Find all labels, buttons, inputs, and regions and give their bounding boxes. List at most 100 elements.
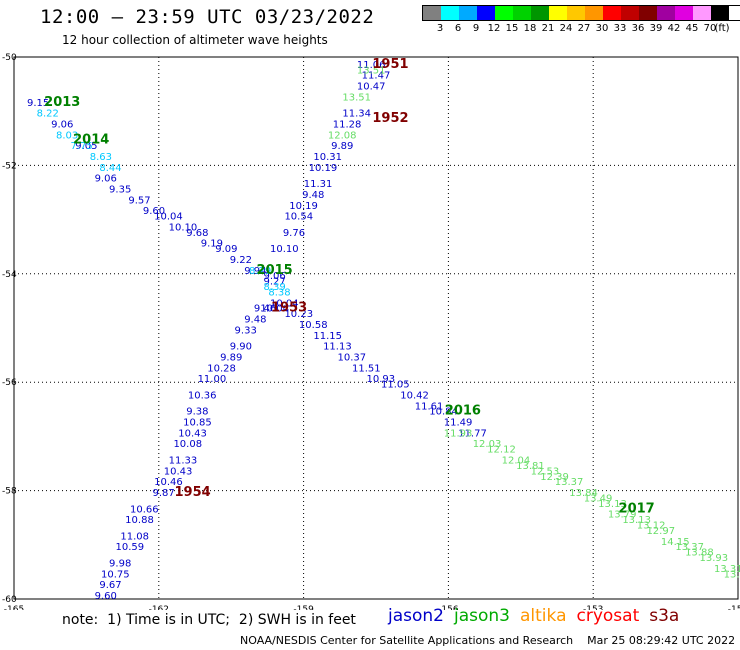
data-point-jason2: 10.43 <box>178 428 207 439</box>
time-label: 2013 <box>44 95 80 110</box>
data-point-jason2: 11.06 <box>357 60 386 71</box>
legend-swatch <box>549 6 567 20</box>
time-label: 1951 <box>372 57 408 72</box>
legend-swatch <box>675 6 693 20</box>
data-point-jason3: 13.84 <box>569 488 598 499</box>
x-tick-label: -156 <box>438 605 459 610</box>
data-point-altika-cyan: 8.44 <box>99 163 121 174</box>
data-point-jason3: 13.31 <box>714 564 740 575</box>
legend-labels: 3 6 9 12 15 18 21 24 27 30 33 36 39 42 45 70 (ft) <box>422 21 740 35</box>
legend-swatch <box>531 6 549 20</box>
data-point-jason2: 10.47 <box>357 82 386 93</box>
time-label: 2014 <box>73 133 109 148</box>
satellite-label-jason2: jason2 <box>388 606 444 626</box>
data-point-jason2: 10.42 <box>400 390 429 401</box>
data-point-jason2: 11.61 <box>415 401 444 412</box>
legend-swatches <box>422 5 740 21</box>
data-point-jason2: 10.37 <box>338 353 367 364</box>
data-point-jason2: 9.94 <box>244 266 266 277</box>
data-point-jason2: 9.90 <box>230 342 252 353</box>
data-point-jason3: 13.13 <box>598 499 627 510</box>
legend-swatch <box>441 6 459 20</box>
y-tick-label: -56 <box>2 378 17 388</box>
legend-swatch <box>621 6 639 20</box>
data-point-jason3: 12.04 <box>502 456 531 467</box>
data-point-jason2: 10.10 <box>270 244 299 255</box>
data-point-jason3: 13.49 <box>584 493 613 504</box>
satellite-label-cryosat: cryosat <box>576 606 640 626</box>
data-point-jason2: 9.48 <box>302 190 324 201</box>
legend-label: 3 <box>436 23 444 34</box>
data-point-jason2: 10.04 <box>154 212 183 223</box>
data-point-jason2: 10.04 <box>270 298 299 309</box>
legend-label: 15 <box>505 23 519 34</box>
data-point-altika-cyan: 7.75 <box>70 141 92 152</box>
time-label: 2017 <box>619 501 655 516</box>
data-point-jason2: 9.06 <box>264 271 286 282</box>
legend-swatch <box>459 6 477 20</box>
y-tick-label: -58 <box>2 487 17 497</box>
data-point-jason2: 10.58 <box>299 320 328 331</box>
data-point-jason2: 10.46 <box>154 477 183 488</box>
legend-swatch <box>639 6 657 20</box>
data-point-jason2: 9.87 <box>152 488 174 499</box>
data-point-jason3: 13.51 <box>342 92 371 103</box>
data-point-jason2: 9.06 <box>51 119 73 130</box>
legend-swatch <box>513 6 531 20</box>
legend-label: 24 <box>559 23 573 34</box>
plot-frame <box>13 56 739 600</box>
data-point-jason2: 9.57 <box>128 195 150 206</box>
data-point-jason2: 9.06 <box>95 174 117 185</box>
data-point-altika-cyan: 8.39 <box>264 282 286 293</box>
page-title: 12:00 – 23:59 UTC 03/23/2022 <box>40 6 375 28</box>
data-point-jason2: 9.68 <box>186 228 208 239</box>
data-point-jason2: 11.28 <box>333 119 362 130</box>
data-point-jason3: 13.12 <box>637 521 666 532</box>
data-point-jason2: 11.47 <box>362 71 391 82</box>
legend-label: 33 <box>613 23 627 34</box>
data-point-jason2: 10.59 <box>116 542 145 553</box>
data-point-jason2: 9.19 <box>201 239 223 250</box>
data-point-jason2: 10.54 <box>284 212 313 223</box>
data-point-jason2: 10.88 <box>125 515 154 526</box>
data-point-jason2: 10.36 <box>188 390 217 401</box>
data-point-altika-cyan: 8.38 <box>268 287 290 298</box>
data-point-jason2: 11.05 <box>381 380 410 391</box>
data-point-jason2: 11.00 <box>198 374 227 385</box>
data-point-jason2: 11.77 <box>458 428 487 439</box>
data-point-jason2: 10.85 <box>183 418 212 429</box>
wave-height-chart: -165 -162 -159 -156 -153 -150 -50 -52 -54 -56 -58 -… <box>2 53 740 610</box>
data-point-jason3: 12.53 <box>531 466 560 477</box>
data-point-jason2: 9.67 <box>99 580 121 591</box>
time-label: 1953 <box>271 301 307 316</box>
data-point-jason2: 11.31 <box>304 179 333 190</box>
data-point-jason2: 11.08 <box>120 531 149 542</box>
data-point-jason2: 10.84 <box>429 407 458 418</box>
data-point-jason2: 10.75 <box>101 569 130 580</box>
data-point-jason2: 11.34 <box>342 109 371 120</box>
x-tick-label: -165 <box>4 605 24 610</box>
data-point-jason2: 9.09 <box>215 244 237 255</box>
legend-label: 18 <box>523 23 537 34</box>
page-subtitle: 12 hour collection of altimeter wave hei… <box>62 33 328 47</box>
color-legend: 3 6 9 12 15 18 21 24 27 30 33 36 39 42 45 70 (ft) <box>422 5 740 35</box>
time-label: 1954 <box>174 485 210 500</box>
y-tick-label: -54 <box>2 270 17 280</box>
legend-label: 27 <box>577 23 591 34</box>
data-point-jason2: 9.98 <box>109 558 131 569</box>
data-point-jason2: 10.04 <box>260 304 289 315</box>
data-point-jason3: 13.93 <box>700 553 729 564</box>
data-point-jason3: 13.71 <box>724 569 740 580</box>
legend-label: 12 <box>487 23 501 34</box>
legend-swatch <box>567 6 585 20</box>
time-label: 2016 <box>445 404 481 419</box>
data-point-jason2: 10.19 <box>309 163 338 174</box>
data-point-jason2: 9.46 <box>254 304 276 315</box>
time-label: 2015 <box>257 263 293 278</box>
legend-label: 42 <box>667 23 681 34</box>
legend-swatch <box>477 6 495 20</box>
data-point-altika-cyan: 8.03 <box>56 130 78 141</box>
data-point-jason2: 9.35 <box>109 185 131 196</box>
legend-label: 39 <box>649 23 663 34</box>
data-point-jason2: 9.60 <box>95 591 117 602</box>
